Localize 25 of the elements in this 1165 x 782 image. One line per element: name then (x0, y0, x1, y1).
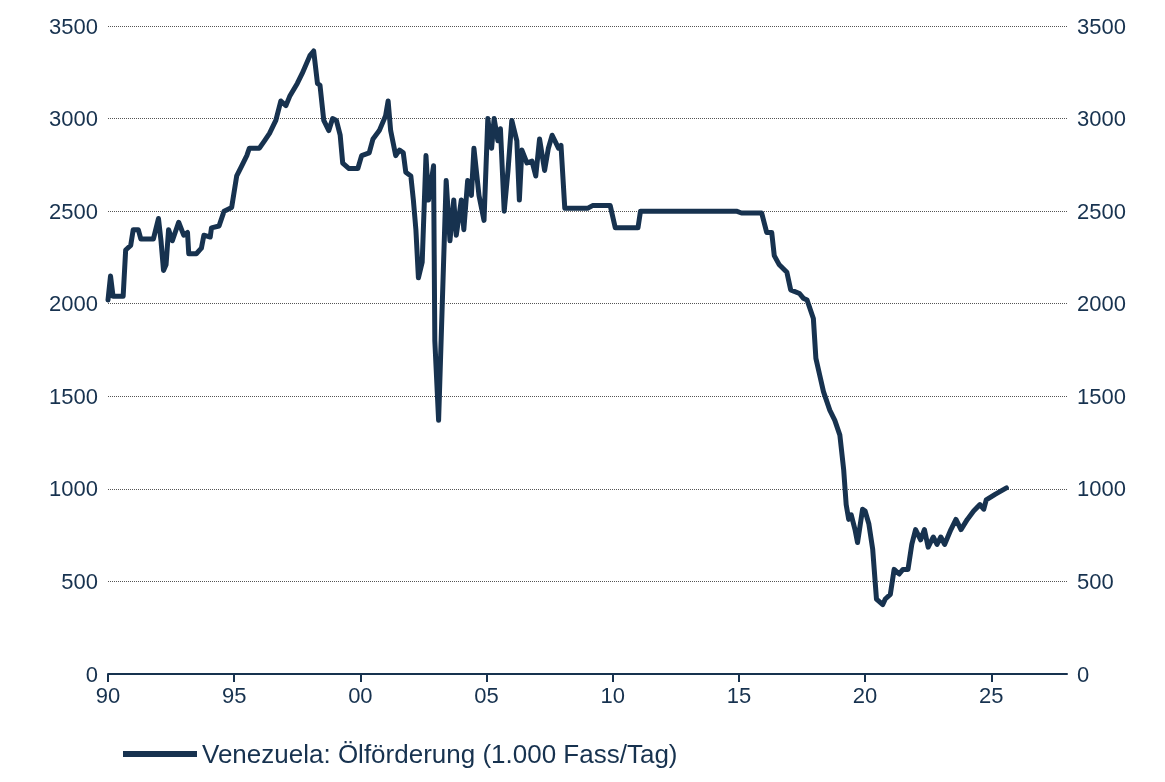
y-tick-label: 2000 (49, 291, 98, 317)
y2-tick-label: 500 (1077, 568, 1114, 594)
y2-tick-label: 1000 (1077, 476, 1126, 502)
y2-tick-label: 0 (1077, 661, 1090, 687)
y-tick-label: 0 (85, 661, 98, 687)
y-tick-label: 3000 (49, 106, 98, 132)
x-tick-label: 90 (95, 682, 121, 708)
y2-tick-label: 2000 (1077, 291, 1126, 317)
x-tick-label: 95 (221, 682, 247, 708)
y2-tick-label: 3500 (1077, 13, 1126, 39)
y2-tick-label: 1500 (1077, 383, 1126, 409)
x-tick-label: 10 (600, 682, 625, 708)
legend-label: Venezuela: Ölförderung (1.000 Fass/Tag) (202, 739, 678, 769)
y2-tick-label: 2500 (1077, 198, 1126, 224)
x-tick-label: 20 (852, 682, 878, 708)
y-tick-label: 2500 (49, 198, 98, 224)
x-tick-label: 15 (726, 682, 752, 708)
y2-tick-label: 3000 (1077, 106, 1126, 132)
y-tick-label: 1000 (49, 476, 98, 502)
x-tick-label: 00 (348, 682, 373, 708)
y-tick-label: 500 (61, 568, 98, 594)
x-tick-label: 25 (979, 682, 1004, 708)
x-tick-label: 05 (474, 682, 499, 708)
y-tick-label: 1500 (49, 383, 98, 409)
y-tick-label: 3500 (49, 13, 98, 39)
